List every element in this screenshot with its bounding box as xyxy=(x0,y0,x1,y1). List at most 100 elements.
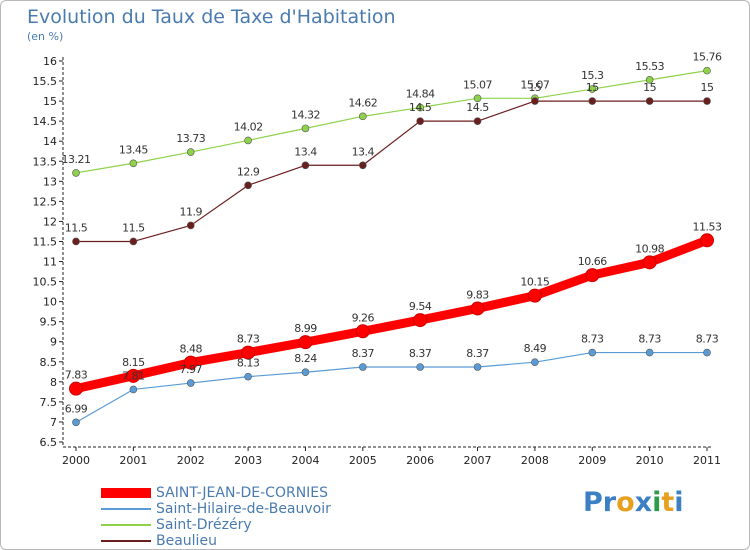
data-point xyxy=(72,237,80,246)
data-label: 15.53 xyxy=(635,60,664,73)
y-tick-label: 8.5 xyxy=(40,356,58,369)
data-label: 10.66 xyxy=(578,255,607,268)
x-tick-label: 2005 xyxy=(349,454,377,467)
data-point xyxy=(241,345,256,360)
y-tick-label: 12 xyxy=(43,215,57,228)
series-line xyxy=(71,235,712,394)
y-tick-label: 6.5 xyxy=(40,436,58,449)
data-point xyxy=(527,288,542,303)
data-point xyxy=(416,103,424,112)
x-tick-label: 2007 xyxy=(464,454,492,467)
data-point xyxy=(69,381,83,396)
data-point xyxy=(470,301,485,316)
data-label: 8.73 xyxy=(696,333,719,346)
data-point xyxy=(359,363,367,371)
data-point xyxy=(129,159,138,168)
y-tick-label: 10 xyxy=(43,296,57,309)
data-label: 7.97 xyxy=(179,363,202,376)
data-point xyxy=(129,237,138,246)
data-point xyxy=(531,97,539,105)
data-label: 11.5 xyxy=(122,221,145,234)
logo-letter: i xyxy=(652,487,662,518)
data-label: 8.37 xyxy=(352,347,375,360)
data-point xyxy=(703,66,711,75)
x-tick-label: 2008 xyxy=(521,454,549,467)
data-point xyxy=(298,335,313,350)
data-point xyxy=(588,348,597,357)
chart-title: Evolution du Taux de Taxe d'Habitation xyxy=(27,6,396,28)
chart-subtitle: (en %) xyxy=(27,30,64,43)
data-label: 13.45 xyxy=(119,143,148,156)
data-label: 8.73 xyxy=(581,333,604,346)
data-point xyxy=(301,368,310,377)
data-point xyxy=(473,94,482,103)
data-point xyxy=(72,418,80,427)
x-tick-label: 2009 xyxy=(578,454,606,467)
data-label: 12.9 xyxy=(237,165,260,178)
data-point xyxy=(645,76,654,84)
data-label: 9.26 xyxy=(352,311,375,324)
data-point xyxy=(703,97,711,105)
data-label: 8.37 xyxy=(409,347,432,360)
data-label: 13.21 xyxy=(62,153,91,166)
data-label: 8.37 xyxy=(466,347,489,360)
data-label: 8.48 xyxy=(179,343,202,356)
series-line xyxy=(75,100,708,243)
logo-letter: o xyxy=(616,487,635,518)
x-tick-label: 2002 xyxy=(177,454,205,467)
y-tick-label: 13.5 xyxy=(33,155,58,168)
data-label: 6.99 xyxy=(65,402,88,415)
proxiti-logo: Proxiti xyxy=(583,487,684,518)
data-point xyxy=(126,368,141,383)
data-label: 14.62 xyxy=(348,96,377,109)
data-point xyxy=(531,358,539,366)
data-point xyxy=(244,372,252,381)
data-label: 9.83 xyxy=(466,288,489,301)
y-tick-label: 11.5 xyxy=(33,235,58,248)
legend-swatch xyxy=(101,540,151,542)
y-tick-label: 15 xyxy=(43,95,57,108)
logo-letter: i xyxy=(674,487,684,518)
data-point xyxy=(473,363,482,371)
data-label: 15 xyxy=(528,81,541,94)
y-tick-label: 7.5 xyxy=(40,396,58,409)
data-label: 8.49 xyxy=(524,342,547,355)
x-tick-label: 2006 xyxy=(406,454,434,467)
data-label: 8.73 xyxy=(237,333,260,346)
x-tick-label: 2000 xyxy=(62,454,90,467)
data-point xyxy=(359,161,367,170)
data-label: 8.73 xyxy=(638,333,661,346)
legend-swatch xyxy=(101,488,151,498)
y-tick-label: 9.5 xyxy=(40,316,58,329)
data-label: 13.4 xyxy=(294,145,317,158)
logo-letter: x xyxy=(634,487,653,518)
data-point xyxy=(585,268,600,283)
data-point xyxy=(416,363,424,371)
data-label: 15.07 xyxy=(520,78,549,91)
legend-label: Saint-Hilaire-de-Beauvoir xyxy=(156,501,331,517)
y-tick-label: 10.5 xyxy=(33,276,58,289)
data-label: 15 xyxy=(586,81,599,94)
data-label: 8.99 xyxy=(294,322,317,335)
y-tick-label: 13 xyxy=(43,175,57,188)
data-point xyxy=(700,233,714,248)
y-tick-label: 11 xyxy=(43,256,57,269)
data-point xyxy=(416,117,424,125)
data-point xyxy=(183,355,198,370)
data-point xyxy=(645,97,654,105)
data-label: 15.3 xyxy=(581,69,604,82)
data-label: 11.5 xyxy=(65,221,88,234)
legend-label: Beaulieu xyxy=(156,533,217,549)
y-tick-label: 9 xyxy=(50,336,57,349)
data-label: 11.53 xyxy=(693,220,722,233)
x-tick-label: 2004 xyxy=(291,454,319,467)
series-line xyxy=(75,70,708,174)
data-label: 13.4 xyxy=(352,145,375,158)
data-label: 11.9 xyxy=(179,205,202,218)
data-point xyxy=(72,169,80,177)
data-label: 14.5 xyxy=(466,101,489,114)
y-tick-label: 12.5 xyxy=(33,195,58,208)
data-label: 14.5 xyxy=(409,101,432,114)
